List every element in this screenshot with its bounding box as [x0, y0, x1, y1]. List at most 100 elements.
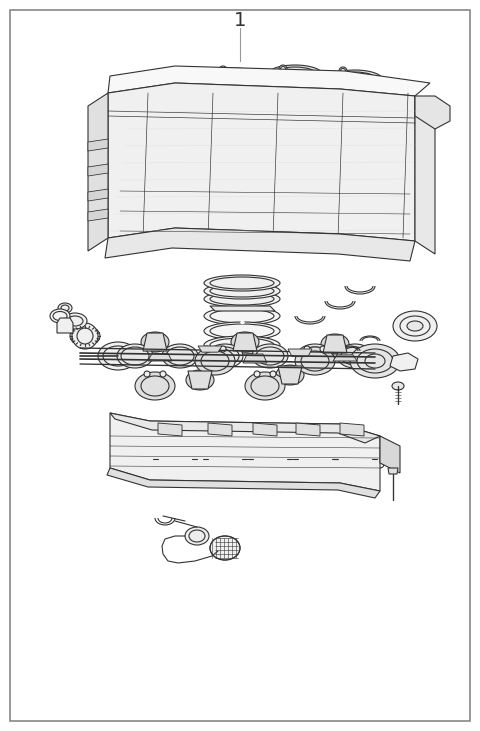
Ellipse shape [210, 536, 240, 560]
Polygon shape [57, 318, 73, 333]
Polygon shape [198, 346, 222, 352]
Ellipse shape [231, 332, 259, 352]
Ellipse shape [207, 68, 263, 88]
Circle shape [334, 157, 340, 163]
Text: 1: 1 [234, 12, 246, 31]
Polygon shape [88, 189, 108, 201]
Circle shape [263, 77, 271, 85]
Circle shape [204, 346, 210, 352]
Ellipse shape [204, 336, 280, 354]
Ellipse shape [204, 307, 280, 325]
Polygon shape [107, 468, 380, 498]
Polygon shape [88, 139, 108, 151]
Circle shape [241, 460, 249, 468]
Circle shape [121, 79, 129, 87]
Circle shape [220, 346, 226, 352]
Polygon shape [88, 93, 108, 251]
Circle shape [383, 86, 391, 94]
Circle shape [286, 460, 294, 468]
Circle shape [269, 157, 275, 163]
Ellipse shape [210, 134, 270, 198]
Polygon shape [340, 423, 364, 436]
Circle shape [269, 169, 275, 175]
Circle shape [139, 157, 145, 163]
Polygon shape [288, 349, 312, 357]
Circle shape [270, 169, 276, 175]
Circle shape [172, 151, 178, 158]
Circle shape [204, 157, 210, 163]
Circle shape [339, 67, 347, 75]
Ellipse shape [407, 321, 423, 331]
Polygon shape [253, 423, 277, 436]
Ellipse shape [275, 134, 335, 198]
Polygon shape [88, 209, 108, 221]
Ellipse shape [63, 313, 87, 329]
Ellipse shape [321, 334, 349, 354]
Polygon shape [415, 96, 450, 129]
Ellipse shape [147, 71, 203, 91]
Circle shape [279, 65, 287, 73]
Polygon shape [390, 353, 418, 371]
Circle shape [172, 175, 178, 181]
Ellipse shape [135, 372, 175, 400]
Circle shape [367, 175, 373, 181]
Polygon shape [108, 66, 430, 96]
Circle shape [205, 157, 211, 163]
Circle shape [323, 80, 331, 88]
Ellipse shape [58, 303, 72, 313]
Polygon shape [108, 83, 415, 241]
Circle shape [320, 346, 326, 352]
Ellipse shape [185, 527, 209, 545]
Ellipse shape [70, 326, 100, 346]
Circle shape [400, 169, 406, 175]
Circle shape [196, 460, 204, 468]
Ellipse shape [276, 365, 304, 385]
Ellipse shape [162, 344, 198, 368]
Polygon shape [323, 335, 347, 353]
Ellipse shape [204, 291, 280, 307]
Circle shape [144, 371, 150, 377]
Polygon shape [388, 468, 398, 474]
Circle shape [237, 175, 243, 181]
Ellipse shape [350, 344, 400, 378]
Ellipse shape [297, 344, 333, 368]
Polygon shape [333, 355, 357, 361]
Circle shape [335, 157, 341, 163]
Ellipse shape [392, 382, 404, 390]
Circle shape [144, 84, 152, 92]
Circle shape [367, 151, 373, 158]
Circle shape [204, 169, 210, 175]
Circle shape [146, 460, 154, 468]
Ellipse shape [337, 344, 373, 368]
Polygon shape [278, 366, 302, 384]
Polygon shape [208, 423, 232, 436]
Circle shape [302, 151, 308, 158]
Ellipse shape [204, 322, 280, 340]
Ellipse shape [141, 332, 169, 352]
Polygon shape [188, 371, 212, 389]
Ellipse shape [186, 370, 214, 390]
Polygon shape [380, 436, 400, 473]
Polygon shape [233, 333, 257, 351]
Ellipse shape [117, 344, 153, 368]
Ellipse shape [245, 372, 285, 400]
Polygon shape [143, 333, 167, 351]
Ellipse shape [50, 309, 70, 323]
Polygon shape [88, 164, 108, 176]
Ellipse shape [340, 134, 400, 198]
Circle shape [237, 151, 243, 158]
Circle shape [205, 169, 211, 175]
Circle shape [291, 460, 299, 468]
Ellipse shape [267, 65, 323, 85]
Polygon shape [243, 354, 267, 363]
Circle shape [270, 371, 276, 377]
Polygon shape [296, 423, 320, 436]
Circle shape [326, 460, 334, 468]
Polygon shape [110, 413, 380, 491]
Ellipse shape [195, 347, 235, 375]
Ellipse shape [295, 347, 335, 375]
Ellipse shape [204, 275, 280, 291]
Polygon shape [158, 423, 182, 436]
Circle shape [254, 371, 260, 377]
Circle shape [219, 66, 227, 74]
